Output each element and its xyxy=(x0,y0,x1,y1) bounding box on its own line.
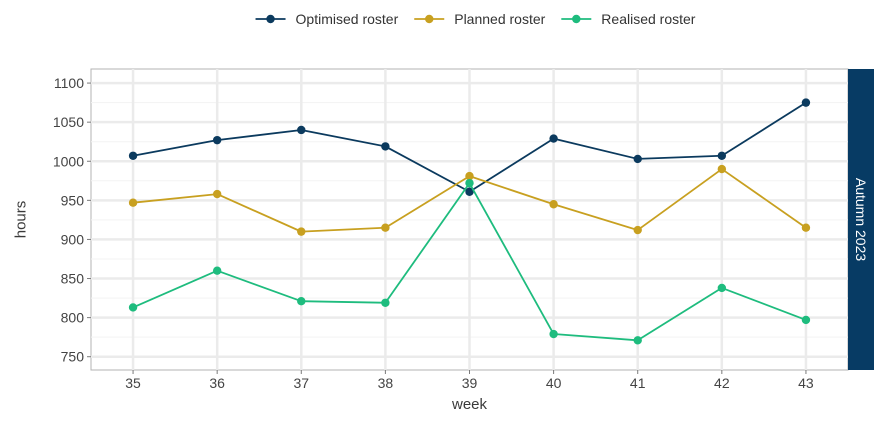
legend-label: Planned roster xyxy=(454,11,545,27)
legend: Optimised roster Planned roster Realised r… xyxy=(255,11,696,27)
y-tick-label: 900 xyxy=(61,231,85,247)
y-axis-title: hours xyxy=(13,201,30,239)
legend-key-point xyxy=(425,14,434,24)
x-tick-label: 37 xyxy=(293,375,309,391)
y-tick-label: 1000 xyxy=(53,153,84,169)
data-point xyxy=(297,125,306,135)
data-point xyxy=(801,315,811,325)
legend-key-point xyxy=(266,14,275,24)
x-tick-label: 40 xyxy=(546,375,562,391)
y-tick-label: 1050 xyxy=(53,114,84,130)
y-tick-label: 750 xyxy=(61,349,85,365)
data-point xyxy=(549,134,558,143)
data-point xyxy=(633,154,642,164)
data-point xyxy=(549,329,558,339)
x-axis-title: week xyxy=(451,396,488,413)
y-tick-label: 850 xyxy=(61,271,85,287)
x-tick-label: 43 xyxy=(798,375,814,391)
data-point xyxy=(465,187,474,196)
series-layer xyxy=(128,98,811,345)
data-point xyxy=(381,142,390,151)
data-point xyxy=(549,200,558,209)
x-tick-label: 35 xyxy=(125,375,141,391)
x-tick-label: 38 xyxy=(378,375,394,391)
data-point xyxy=(128,303,138,312)
x-tick-label: 39 xyxy=(462,375,478,391)
data-point xyxy=(465,178,474,188)
y-tick-label: 800 xyxy=(61,310,85,326)
y-tick-label: 1100 xyxy=(54,75,84,91)
legend-label: Optimised roster xyxy=(296,11,399,27)
legend-label: Realised roster xyxy=(601,11,695,27)
facet-label: Autumn 2023 xyxy=(853,178,869,261)
data-point xyxy=(717,164,727,174)
data-point xyxy=(212,266,222,275)
data-point xyxy=(381,298,390,307)
data-point xyxy=(801,223,811,232)
data-point xyxy=(297,227,306,236)
legend-key-point xyxy=(572,14,581,24)
data-point xyxy=(717,283,727,293)
data-point xyxy=(633,336,642,345)
data-point xyxy=(212,135,222,145)
x-tick-label: 42 xyxy=(714,375,730,391)
data-point xyxy=(381,223,390,232)
y-tick-label: 950 xyxy=(61,192,85,208)
axes: 750 800 850 900 950 1000 1050 1100 35 36 37 38 39 40 4… xyxy=(53,75,814,391)
x-tick-label: 41 xyxy=(630,375,646,391)
data-point xyxy=(465,171,474,181)
data-point xyxy=(801,98,811,107)
facet-strip xyxy=(848,69,874,370)
data-point xyxy=(297,297,306,306)
data-point xyxy=(212,189,222,199)
data-point xyxy=(717,151,727,160)
data-point xyxy=(128,198,138,207)
x-tick-label: 36 xyxy=(209,375,225,391)
data-point xyxy=(633,225,642,235)
data-point xyxy=(128,151,138,160)
